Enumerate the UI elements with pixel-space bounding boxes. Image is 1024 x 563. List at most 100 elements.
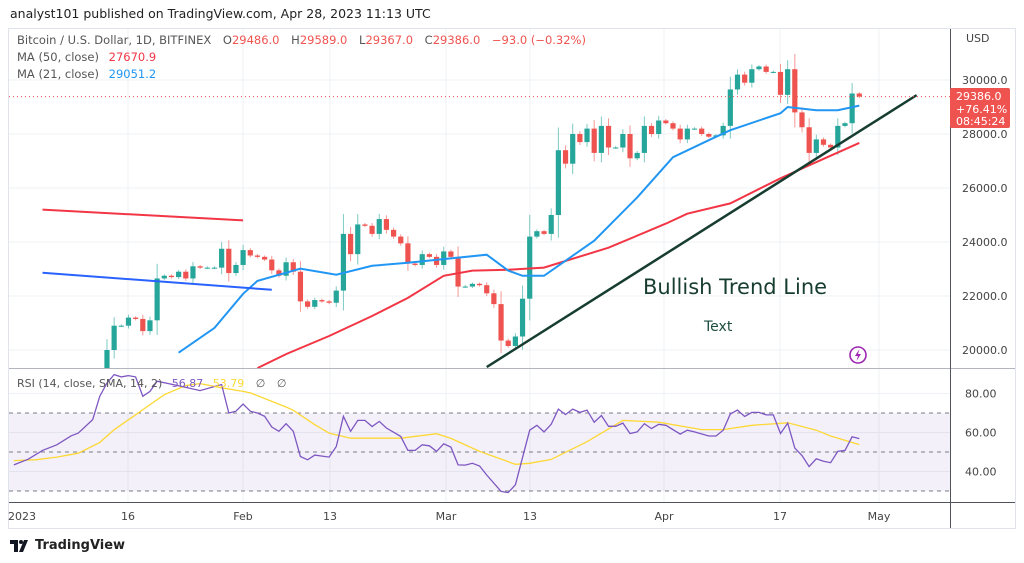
candle[interactable] bbox=[347, 226, 354, 262]
candle[interactable] bbox=[605, 118, 612, 156]
candle[interactable] bbox=[792, 54, 798, 128]
tradingview-logo[interactable]: TradingView bbox=[10, 538, 125, 553]
candle[interactable] bbox=[684, 124, 690, 144]
candle[interactable] bbox=[240, 244, 246, 271]
candle[interactable] bbox=[770, 70, 776, 74]
candle[interactable] bbox=[720, 122, 726, 139]
candle[interactable] bbox=[856, 92, 862, 98]
lightning-icon[interactable] bbox=[849, 346, 867, 364]
candle[interactable] bbox=[204, 266, 210, 270]
candle[interactable] bbox=[756, 65, 762, 71]
candle[interactable] bbox=[620, 129, 626, 153]
candle[interactable] bbox=[835, 118, 841, 156]
candle[interactable] bbox=[491, 289, 497, 308]
candle[interactable] bbox=[355, 214, 361, 265]
candle[interactable] bbox=[133, 316, 139, 321]
candle[interactable] bbox=[462, 285, 468, 288]
candle[interactable] bbox=[333, 286, 339, 308]
candle[interactable] bbox=[104, 339, 110, 392]
rsi-sma-line[interactable] bbox=[13, 382, 860, 465]
legend-row-rsi[interactable]: RSI (14, close, SMA, 14, 2) 56.87 53.79 … bbox=[17, 377, 286, 390]
candle[interactable] bbox=[140, 314, 146, 336]
candle[interactable] bbox=[648, 123, 655, 137]
candle[interactable] bbox=[262, 255, 268, 261]
rsi-line[interactable] bbox=[13, 373, 860, 494]
legend-row-ma21[interactable]: MA (21, close) 29051.2 bbox=[17, 67, 156, 81]
candle[interactable] bbox=[362, 223, 368, 228]
candle[interactable] bbox=[598, 116, 604, 163]
candle[interactable] bbox=[699, 126, 705, 136]
price-axis[interactable]: 30000.0 28000.0 26000.0 24000.0 22000.0 20000… bbox=[962, 74, 1008, 357]
candle[interactable] bbox=[706, 132, 712, 139]
candle[interactable] bbox=[305, 299, 311, 309]
trendline-line[interactable] bbox=[486, 94, 918, 368]
legend-row-ma50[interactable]: MA (50, close) 27670.9 bbox=[17, 50, 156, 64]
candle[interactable] bbox=[534, 229, 540, 239]
candle[interactable] bbox=[691, 127, 698, 131]
candle[interactable] bbox=[376, 213, 382, 240]
candle[interactable] bbox=[562, 145, 569, 169]
candle[interactable] bbox=[390, 227, 397, 239]
candle[interactable] bbox=[584, 123, 590, 147]
candle[interactable] bbox=[312, 297, 318, 310]
candle[interactable] bbox=[749, 64, 755, 88]
candle[interactable] bbox=[398, 234, 404, 246]
candle[interactable] bbox=[383, 215, 390, 234]
candle[interactable] bbox=[570, 123, 576, 175]
candle[interactable] bbox=[197, 264, 203, 270]
candle[interactable] bbox=[476, 282, 483, 287]
candle[interactable] bbox=[656, 115, 662, 139]
rsi-axis[interactable]: 80.00 60.00 40.00 bbox=[965, 388, 997, 479]
rsi-pane[interactable] bbox=[13, 373, 860, 494]
ma50-line[interactable] bbox=[256, 141, 860, 368]
candle[interactable] bbox=[125, 314, 132, 329]
candle[interactable] bbox=[763, 64, 769, 74]
candle[interactable] bbox=[591, 120, 597, 162]
candle[interactable] bbox=[813, 134, 819, 158]
symbol-name[interactable]: Bitcoin / U.S. Dollar, 1D, BITFINEX bbox=[17, 33, 211, 47]
candle[interactable] bbox=[634, 151, 640, 161]
candle[interactable] bbox=[111, 317, 117, 359]
time-axis[interactable]: 2023 16 Feb 13 Mar 13 Apr 17 May bbox=[8, 510, 891, 523]
candle[interactable] bbox=[283, 257, 289, 281]
candle[interactable] bbox=[190, 262, 196, 283]
candle[interactable] bbox=[849, 83, 855, 134]
candle[interactable] bbox=[340, 214, 347, 311]
candle[interactable] bbox=[226, 240, 232, 282]
candle[interactable] bbox=[254, 254, 261, 259]
candle[interactable] bbox=[641, 116, 647, 163]
price-pane[interactable] bbox=[9, 54, 950, 392]
candle[interactable] bbox=[448, 249, 454, 259]
candle[interactable] bbox=[828, 143, 834, 149]
candle[interactable] bbox=[276, 268, 282, 278]
candle[interactable] bbox=[541, 229, 547, 236]
candle[interactable] bbox=[419, 250, 425, 269]
candle[interactable] bbox=[484, 282, 490, 297]
ma21-line[interactable] bbox=[178, 104, 860, 354]
candle[interactable] bbox=[663, 119, 669, 125]
candle[interactable] bbox=[183, 269, 189, 281]
candle[interactable] bbox=[519, 285, 526, 350]
candle[interactable] bbox=[455, 246, 461, 297]
candle[interactable] bbox=[677, 124, 683, 144]
candle[interactable] bbox=[168, 274, 175, 279]
candle[interactable] bbox=[670, 121, 676, 131]
candle[interactable] bbox=[176, 269, 182, 279]
support-line[interactable] bbox=[42, 271, 272, 291]
candle[interactable] bbox=[269, 255, 275, 275]
candle[interactable] bbox=[161, 274, 167, 280]
candle[interactable] bbox=[147, 316, 153, 335]
candle[interactable] bbox=[326, 299, 332, 305]
candle[interactable] bbox=[498, 291, 504, 354]
candle[interactable] bbox=[426, 252, 433, 259]
candle[interactable] bbox=[627, 125, 633, 167]
candle[interactable] bbox=[548, 208, 554, 241]
candle[interactable] bbox=[118, 324, 124, 328]
text-annotation[interactable]: Text bbox=[703, 319, 733, 335]
candle[interactable] bbox=[319, 298, 325, 303]
candle[interactable] bbox=[734, 69, 741, 95]
candle[interactable] bbox=[505, 338, 511, 348]
candle[interactable] bbox=[727, 76, 733, 139]
candle[interactable] bbox=[233, 262, 239, 276]
candle[interactable] bbox=[555, 127, 561, 238]
